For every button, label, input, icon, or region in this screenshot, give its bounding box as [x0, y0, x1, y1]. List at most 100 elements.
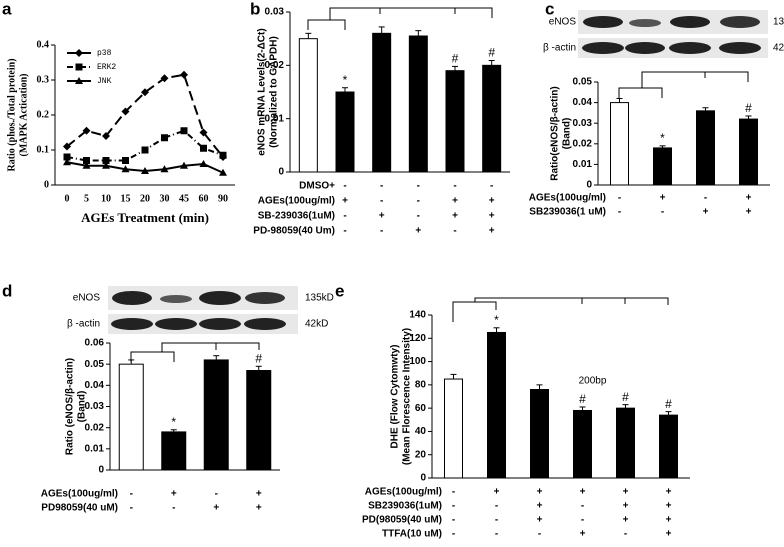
treatment-sign: - — [581, 501, 584, 512]
y-axis-label: (Band) — [77, 391, 88, 423]
treatment-sign: - — [172, 503, 175, 514]
treatment-sign: - — [618, 207, 621, 218]
marker — [102, 157, 110, 164]
blot-size: 42k — [773, 43, 784, 54]
marker — [63, 158, 71, 166]
significance-mark: * — [660, 131, 665, 145]
y-tick-label: 20 — [415, 449, 427, 460]
treatment-sign: - — [343, 211, 346, 222]
blot-c — [578, 10, 768, 58]
legend-label: ERK2 — [97, 63, 116, 72]
y-tick-label: 0 — [586, 180, 592, 191]
treatment-sign: - — [417, 181, 420, 192]
bar — [298, 38, 318, 173]
series-line — [66, 129, 224, 162]
significance-mark: # — [745, 101, 752, 115]
treatment-sign: - — [452, 515, 455, 526]
treatment-sign: + — [746, 193, 752, 204]
treatment-sign: - — [581, 515, 584, 526]
treatment-sign: + — [746, 207, 752, 218]
y-tick-label: 0.02 — [85, 422, 105, 433]
y-tick-label: 40 — [415, 426, 427, 437]
treatment-sign: + — [489, 226, 495, 237]
blot-size: 135kD — [305, 293, 334, 304]
y-tick-label: 0.04 — [573, 97, 593, 108]
bar — [408, 35, 428, 173]
y-tick-label: 0.06 — [85, 338, 105, 349]
marker — [121, 107, 130, 116]
x-tick-label: 30 — [160, 193, 170, 204]
y-tick-label: 0.01 — [265, 113, 285, 124]
marker — [63, 142, 71, 151]
legend-marker — [75, 77, 83, 84]
blot-size: 135k — [773, 17, 784, 28]
significance-mark: # — [452, 52, 459, 66]
significance-mark: * — [343, 73, 348, 87]
treatment-sign: + — [213, 503, 219, 514]
treatment-sign: + — [580, 487, 586, 498]
marker — [161, 134, 168, 142]
significance-mark: * — [494, 313, 499, 327]
treatment-sign: - — [453, 181, 456, 192]
blot-size: 42kD — [305, 319, 328, 330]
note: 200bp — [579, 376, 607, 387]
marker — [200, 144, 207, 152]
bar — [487, 331, 506, 479]
blot-label: β -actin — [67, 319, 100, 330]
significance-mark: # — [622, 390, 629, 404]
treatment-sign: + — [660, 193, 666, 204]
treatment-sign: + — [494, 487, 500, 498]
y-tick-label: 0.05 — [85, 359, 105, 370]
legend-marker — [75, 49, 83, 57]
y-tick-label: 0.2 — [37, 109, 50, 120]
significance-mark: # — [488, 46, 495, 60]
panel-label: d — [2, 281, 12, 300]
treatment-sign: + — [623, 515, 629, 526]
treatment-sign: - — [618, 193, 621, 204]
treatment-sign: - — [417, 211, 420, 222]
bar — [530, 389, 549, 479]
y-tick-label: 0.03 — [265, 7, 285, 18]
y-tick-label: 100 — [409, 356, 426, 367]
x-tick-label: 15 — [121, 193, 131, 204]
y-tick-label: 0.04 — [85, 380, 105, 391]
bar — [203, 359, 229, 471]
treatment-sign: + — [342, 196, 348, 207]
y-tick-label: 0.05 — [573, 77, 593, 88]
bar — [118, 363, 144, 471]
treatment-sign: - — [495, 501, 498, 512]
marker — [180, 161, 188, 169]
treatment-sign: + — [623, 487, 629, 498]
treatment-sign: + — [452, 211, 458, 222]
panel-label: a — [2, 0, 12, 18]
marker — [102, 161, 110, 169]
x-tick-label: 5 — [84, 193, 89, 204]
marker — [160, 74, 169, 83]
marker — [63, 153, 71, 161]
treatment-label: PD(98059(40 uM) — [362, 515, 442, 526]
treatment-label: SB239036(1 uM) — [529, 207, 606, 218]
marker — [219, 168, 227, 176]
y-tick-label: 0 — [420, 473, 426, 484]
marker — [199, 160, 208, 167]
treatment-sign: - — [417, 196, 420, 207]
y-tick-label: 0 — [44, 179, 49, 190]
treatment-sign: + — [452, 196, 458, 207]
marker — [180, 127, 188, 135]
marker — [122, 157, 129, 164]
treatment-sign: + — [489, 196, 495, 207]
treatment-sign: - — [452, 487, 455, 498]
y-axis-label: DHE (Flow Cytomwty) — [390, 345, 401, 449]
treatment-sign: - — [380, 196, 383, 207]
marker — [219, 151, 227, 159]
blot-label: eNOS — [73, 293, 101, 304]
y-tick-label: 120 — [409, 333, 426, 344]
bar — [246, 370, 272, 471]
y-axis-label: eNOS mRNA Levels(2-ΔCt) — [257, 28, 268, 155]
treatment-label: PD98059(40 uM) — [41, 503, 118, 514]
treatment-sign: - — [343, 181, 346, 192]
marker — [102, 132, 110, 140]
treatment-label: AGEs(100ug/ml) — [41, 489, 118, 500]
y-tick-label: 0.03 — [573, 118, 593, 129]
bar — [482, 64, 502, 173]
